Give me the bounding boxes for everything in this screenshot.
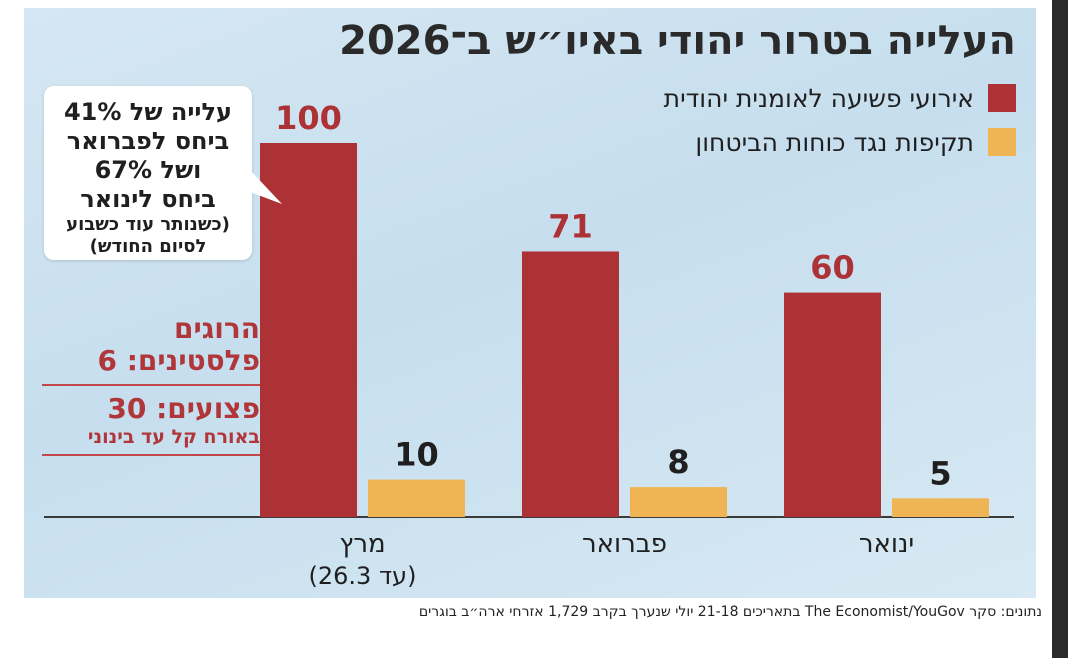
callout-note: (כשנותר עוד כשבוע (66, 214, 230, 235)
callout-line: ושל 67% (94, 156, 202, 184)
chart-title: העלייה בטרור יהודי באיו״ש ב־2026 (339, 18, 1016, 64)
wounded-value: פצועים: 30 (107, 392, 260, 425)
data-label: 60 (810, 249, 855, 287)
legend-label: אירועי פשיעה לאומנית יהודית (663, 83, 974, 113)
callout-note: לסיום החודש) (89, 236, 207, 257)
bar-chart: 100 10 מרץ (עד 26.3) 71 8 פברואר 60 5 ינואר (44, 99, 1014, 590)
data-label: 100 (275, 99, 342, 137)
bar (522, 251, 619, 517)
category-sublabel: (עד 26.3) (309, 562, 417, 590)
callout-line: ביחס לינואר (80, 185, 216, 213)
data-label: 10 (394, 436, 439, 474)
killed-label: הרוגים (174, 312, 260, 345)
wounded-note: באורח קל עד בינוני (87, 426, 260, 448)
data-label: 5 (929, 454, 951, 492)
data-label: 8 (667, 443, 689, 481)
callout-line: עלייה של 41% (63, 98, 232, 126)
killed-value: פלסטינים: 6 (97, 344, 260, 377)
divider (42, 384, 260, 386)
legend-label: תקיפות נגד כוחות הביטחון (695, 127, 974, 157)
data-label: 71 (548, 207, 593, 245)
legend-swatch-yellow (988, 128, 1016, 156)
callout-line: ביחס לפברואר (66, 127, 230, 155)
category-label: ינואר (859, 529, 914, 559)
bar (784, 292, 881, 517)
divider (42, 454, 260, 456)
callout-box: עלייה של 41% ביחס לפברואר ושל 67% ביחס ל… (44, 86, 252, 260)
category-label: פברואר (582, 529, 667, 559)
source-prefix: נתונים: סקר (969, 604, 1042, 620)
legend-item-nationalist-crime: אירועי פשיעה לאומנית יהודית (664, 82, 1016, 114)
category-label: מרץ (339, 529, 385, 559)
callout-tail (250, 170, 282, 204)
bar (260, 143, 357, 517)
bar (630, 487, 727, 517)
bar (368, 479, 465, 517)
legend-swatch-red (988, 84, 1016, 112)
source-brand: The Economist/YouGov (804, 604, 965, 620)
source-rest: בתאריכים 21-18 יולי שנערך בקרב 1,729 אזר… (418, 604, 801, 620)
bar (892, 498, 989, 517)
legend-item-attacks-on-forces: תקיפות נגד כוחות הביטחון (695, 126, 1016, 158)
scrollbar-edge (1052, 0, 1068, 658)
source-note: נתונים: סקר The Economist/YouGov בתאריכי… (419, 604, 1042, 620)
